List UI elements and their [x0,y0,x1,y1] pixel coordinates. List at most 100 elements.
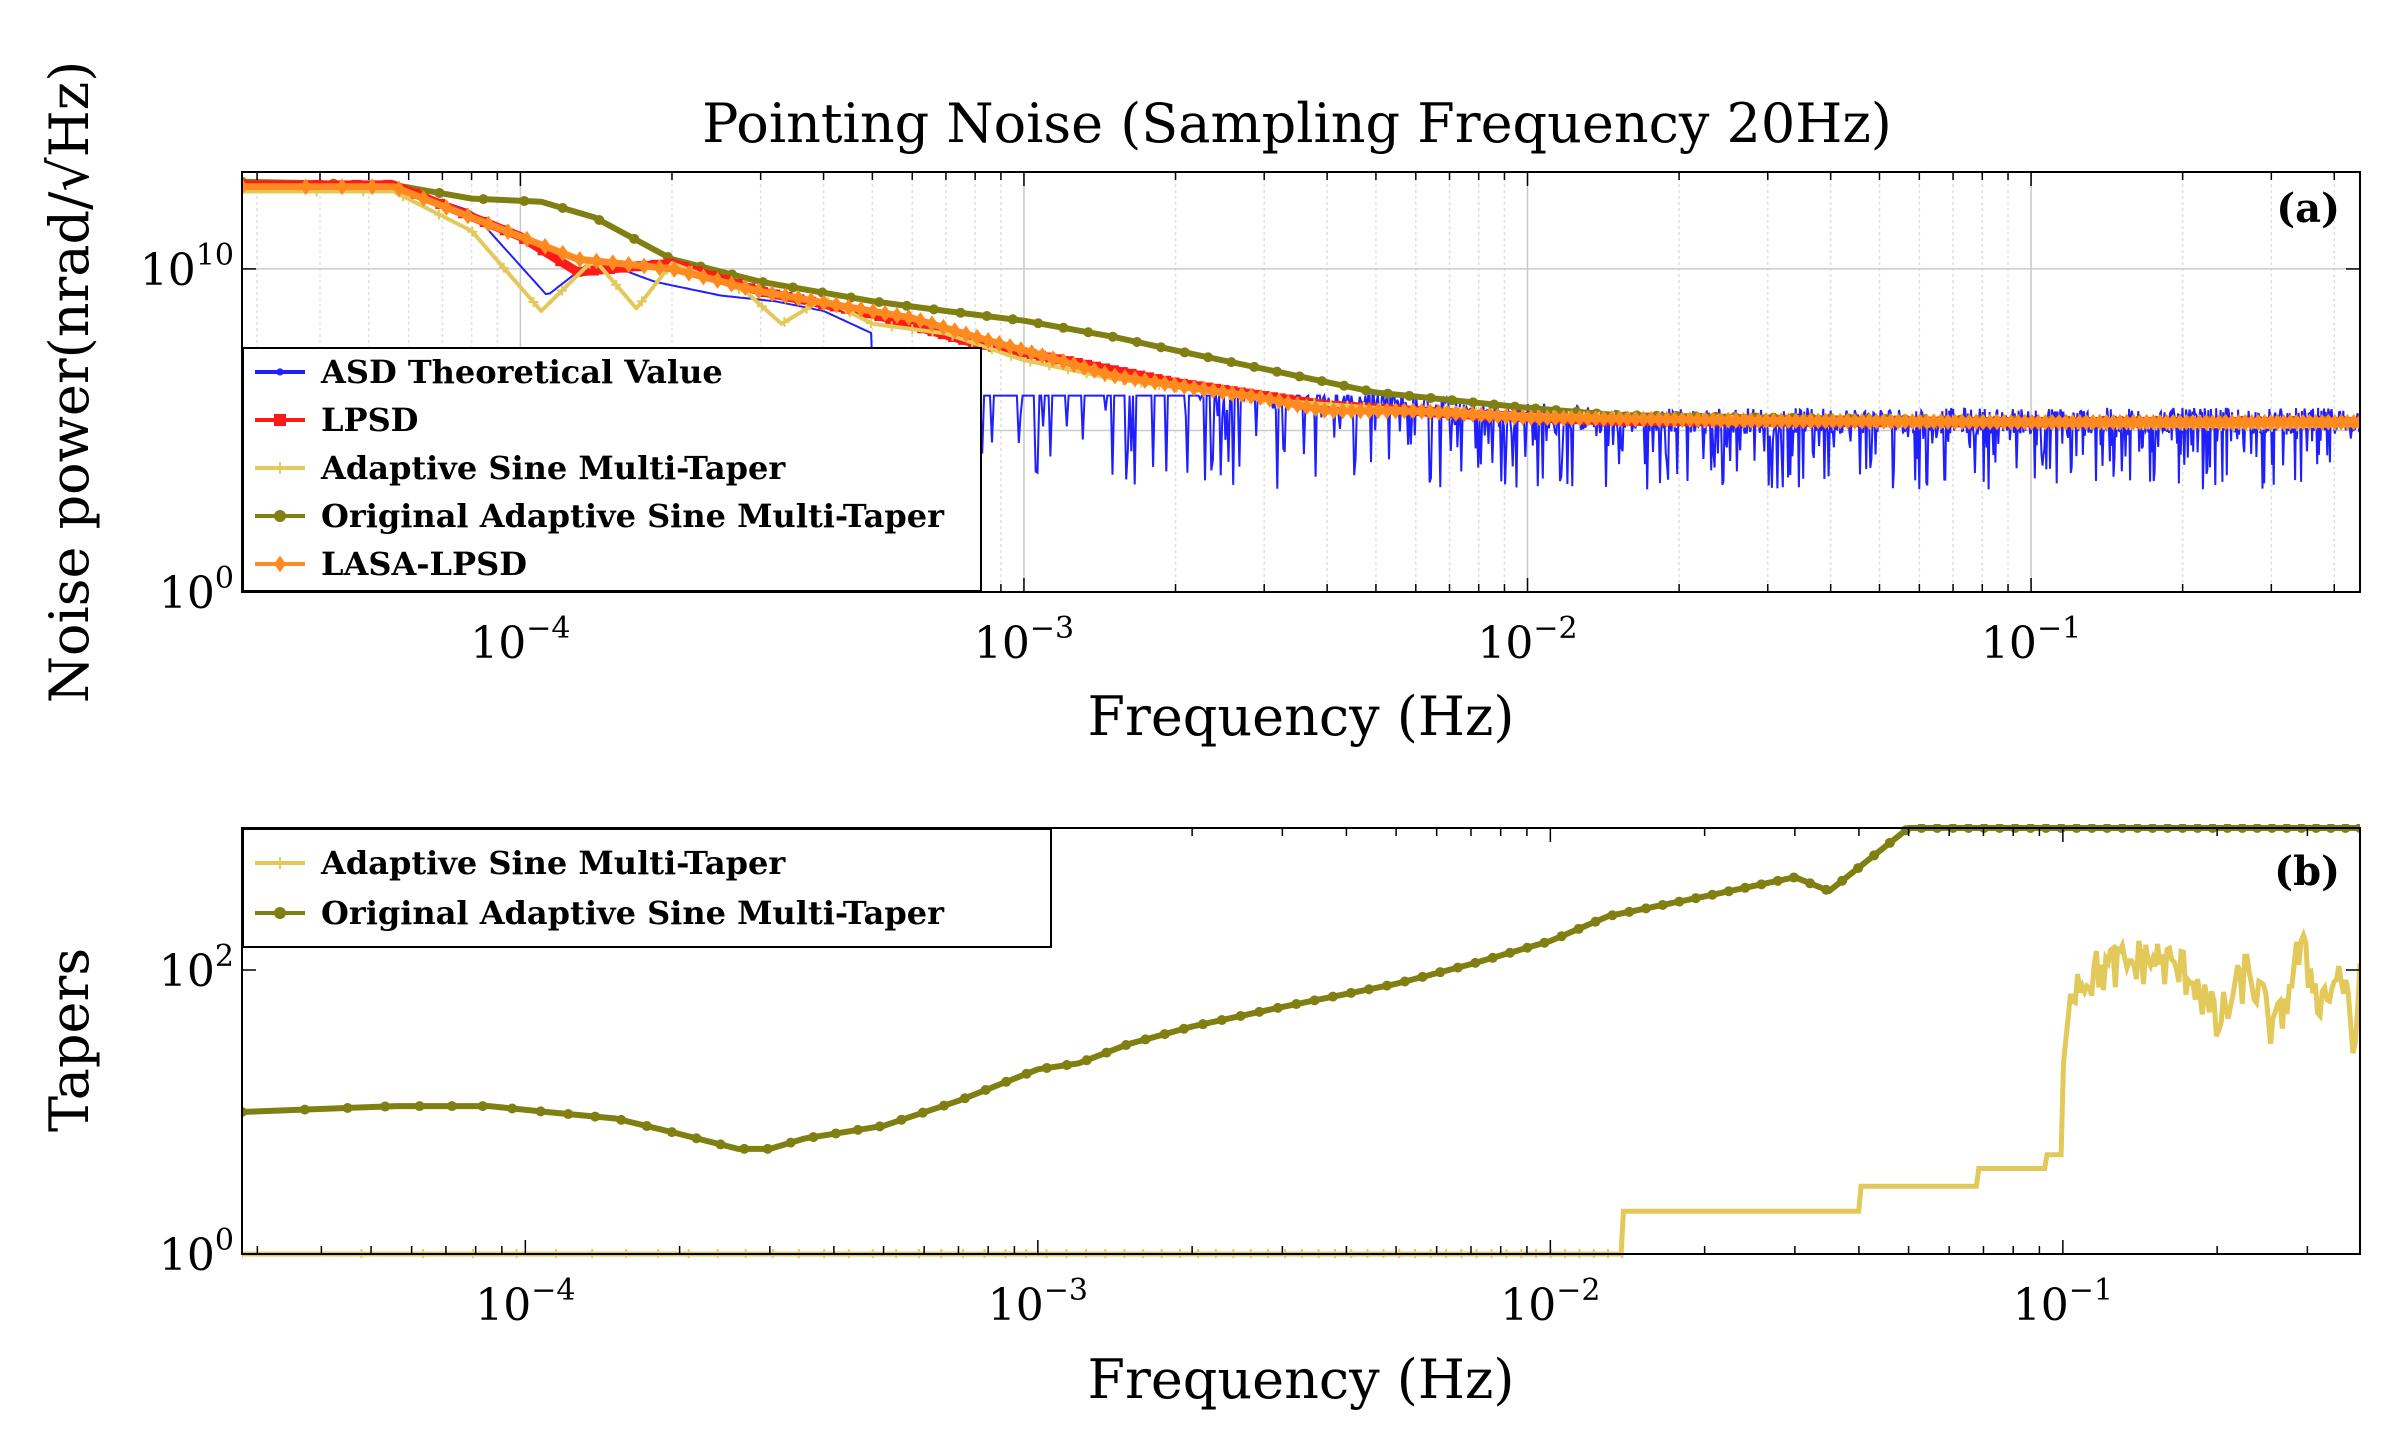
series-marker [1676,411,1689,429]
series-marker [573,251,586,268]
series-marker [1327,991,1338,1002]
series-marker [2303,413,2316,431]
chart-title: Pointing Noise (Sampling Frequency 20Hz) [702,92,1892,155]
series-marker [1505,947,1516,958]
series-marker [1041,1062,1052,1073]
series-marker [1668,411,1681,428]
series-marker [1491,407,1504,425]
x-tick-label: 10−3 [988,1273,1088,1331]
series-marker [557,285,568,296]
series-marker [2219,413,2232,431]
series-marker [879,305,892,322]
series-marker [808,1132,819,1143]
series-marker [1723,886,1734,897]
series-marker [1254,1006,1265,1017]
y-tick-exp: 0 [215,1223,234,1258]
series-marker [1435,967,1446,978]
legend-swatch-marker [274,907,286,919]
series-marker [1690,893,1701,904]
series-marker [917,1107,928,1118]
series-marker [535,1106,546,1117]
series-marker [1884,837,1895,848]
series-marker [1415,402,1428,420]
series-marker [1178,378,1191,395]
y-tick-label: 102 [159,939,234,997]
series-marker [1088,362,1101,379]
series-marker [1804,412,1817,430]
b-adaptive-line [242,928,2360,1257]
series-marker [1621,410,1634,428]
series-marker [1216,383,1229,401]
series-marker [1272,1002,1283,1013]
series-marker [1197,1019,1208,1030]
series-marker [1424,403,1437,421]
series-marker [242,186,247,197]
series-marker [1848,412,1861,430]
series-marker [697,268,710,286]
series-marker [801,303,812,314]
x-tick-exp: −4 [531,1273,575,1308]
series-marker [1135,370,1146,381]
series-marker [1524,409,1537,427]
legend-entry-label: Original Adaptive Sine Multi-Taper [321,894,945,932]
series-marker [653,259,666,277]
series-marker [557,203,568,214]
series-marker [482,215,495,233]
series-marker [2073,413,2086,431]
series-marker [572,266,583,277]
series-marker [1788,872,1799,883]
series-marker [1652,410,1665,428]
panel-b-label: (b) [2274,848,2340,895]
series-marker [1336,402,1349,420]
x-tick-base: 10 [475,1280,531,1331]
series-marker [914,312,927,329]
series-marker [1533,409,1546,427]
series-marker [1004,338,1017,355]
x-tick-base: 10 [1500,1280,1556,1331]
series-marker [937,318,950,336]
series-marker [1607,910,1618,921]
series-marker [955,307,966,318]
series-marker [1021,1068,1032,1079]
series-marker [1645,410,1658,428]
series-marker [507,1103,518,1114]
series-marker [1549,409,1562,427]
series-marker [1772,875,1783,886]
series-marker [874,297,885,308]
series-marker [980,1084,991,1095]
series-marker [1920,413,1933,431]
series-marker [1745,412,1758,429]
series-marker [986,344,997,355]
series-marker [1756,879,1767,890]
panel-b-x-axis-label: Frequency (Hz) [1088,1348,1515,1411]
series-marker [2140,413,2153,431]
series-marker [2113,413,2126,431]
series-marker [1629,410,1642,428]
series-marker [2018,413,2031,431]
series-marker [752,282,765,300]
series-marker [1869,850,1880,861]
x-tick-exp: −2 [1556,1273,1600,1308]
series-marker [1148,373,1161,391]
legend-entry-label: Adaptive Sine Multi-Taper [320,844,786,882]
series-marker [1892,413,1905,430]
series-marker [242,1107,247,1117]
series-marker [917,323,928,334]
x-tick-exp: −3 [1030,611,1074,646]
series-marker [1318,402,1331,419]
series-marker [1707,411,1720,429]
legend-entry-label: Original Adaptive Sine Multi-Taper [321,497,945,535]
series-marker [1516,408,1529,426]
series-marker [2200,413,2213,431]
series-marker [757,277,768,288]
series-marker [1906,413,1919,430]
series-marker [440,199,453,216]
series-marker [1782,412,1795,430]
series-marker [890,307,903,324]
series-marker [830,296,843,314]
x-tick-base: 10 [1981,618,2037,669]
series-marker [446,1101,457,1112]
series-marker [1235,386,1248,404]
